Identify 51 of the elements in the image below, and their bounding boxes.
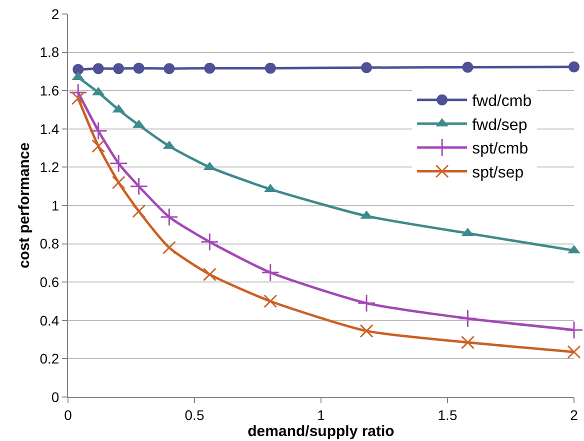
point	[261, 263, 280, 282]
legend-label: spt/sep	[472, 164, 524, 182]
point	[164, 63, 175, 74]
point	[89, 122, 108, 140]
y-tick-label: 1	[51, 197, 60, 214]
x-tick-label: 2	[570, 406, 578, 423]
y-tick-label: 1.6	[40, 82, 60, 98]
point	[264, 62, 276, 74]
point	[202, 268, 216, 282]
point	[113, 63, 124, 74]
y-tick-label: 0.4	[40, 312, 60, 328]
point	[92, 139, 106, 153]
point	[361, 62, 372, 74]
legend-label: spt/cmb	[472, 140, 528, 158]
y-tick-label: 2	[51, 6, 60, 22]
point	[92, 63, 104, 74]
point	[160, 208, 178, 226]
x-tick-label: 0	[64, 406, 72, 423]
x-tick-label: 0.5	[184, 406, 204, 423]
legend-label: fwd/sep	[472, 116, 528, 134]
y-tick-label: 0.6	[40, 274, 60, 290]
y-tick-label: 1.8	[40, 44, 60, 60]
point	[204, 62, 216, 74]
point	[264, 294, 278, 308]
point	[200, 232, 219, 252]
legend-label: fwd/cmb	[472, 93, 532, 110]
x-axis-title: demand/supply ratio	[248, 422, 394, 440]
point	[460, 336, 474, 350]
point	[568, 61, 580, 72]
point	[109, 154, 128, 173]
point	[462, 62, 474, 73]
point	[132, 204, 146, 218]
point	[564, 320, 584, 340]
point	[68, 83, 88, 102]
point	[162, 240, 176, 254]
point	[357, 294, 376, 312]
y-tick-label: 1.4	[40, 120, 60, 137]
y-tick-label: 0.2	[40, 350, 60, 367]
point	[112, 176, 126, 190]
y-tick-label: 0	[51, 388, 60, 405]
x-tick-label: 1	[317, 406, 326, 423]
point	[360, 324, 374, 338]
x-tick-label: 1.5	[438, 406, 458, 423]
point	[72, 64, 84, 76]
y-tick-label: 0.8	[40, 236, 60, 252]
point	[130, 177, 148, 196]
point	[133, 62, 144, 74]
y-tick-label: 1.2	[40, 159, 60, 176]
point	[71, 92, 85, 106]
point	[567, 345, 581, 359]
y-axis-title: cost performance	[16, 142, 33, 268]
